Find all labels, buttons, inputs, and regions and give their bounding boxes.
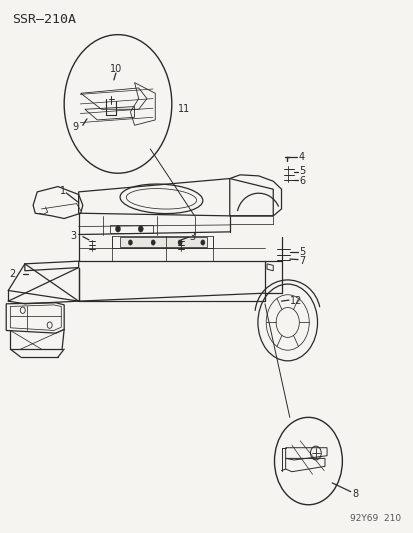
Text: 11: 11 (178, 104, 190, 114)
Text: 5: 5 (298, 247, 304, 256)
Circle shape (200, 240, 204, 245)
Circle shape (138, 226, 143, 232)
Circle shape (151, 240, 155, 245)
Text: 12: 12 (289, 296, 301, 305)
Text: SSR–210A: SSR–210A (12, 13, 76, 26)
Circle shape (178, 240, 182, 245)
Text: 3: 3 (189, 232, 195, 241)
Text: 9: 9 (72, 122, 78, 132)
Polygon shape (120, 237, 206, 247)
Text: 8: 8 (352, 489, 358, 499)
Text: 1: 1 (60, 186, 66, 196)
Circle shape (128, 240, 132, 245)
Text: 6: 6 (298, 176, 304, 185)
Circle shape (115, 226, 120, 232)
Text: 2: 2 (9, 270, 16, 279)
Text: 5: 5 (298, 166, 304, 176)
Text: 92Y69  210: 92Y69 210 (350, 514, 401, 523)
Text: 7: 7 (298, 256, 304, 265)
Text: 4: 4 (297, 152, 304, 162)
Text: 3: 3 (70, 231, 76, 240)
Text: 10: 10 (109, 64, 122, 74)
